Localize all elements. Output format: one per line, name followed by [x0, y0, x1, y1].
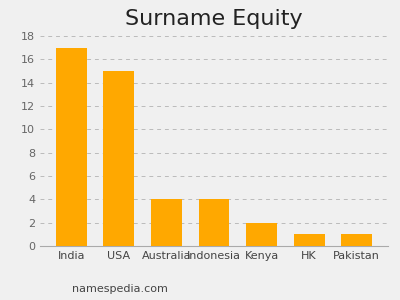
Bar [246, 223, 277, 246]
Bar [56, 48, 87, 246]
Bar [151, 199, 182, 246]
Text: namespedia.com: namespedia.com [72, 284, 168, 294]
Bar [103, 71, 134, 246]
Bar [294, 234, 325, 246]
Title: Surname Equity: Surname Equity [125, 9, 303, 29]
Bar [198, 199, 230, 246]
Bar [341, 234, 372, 246]
